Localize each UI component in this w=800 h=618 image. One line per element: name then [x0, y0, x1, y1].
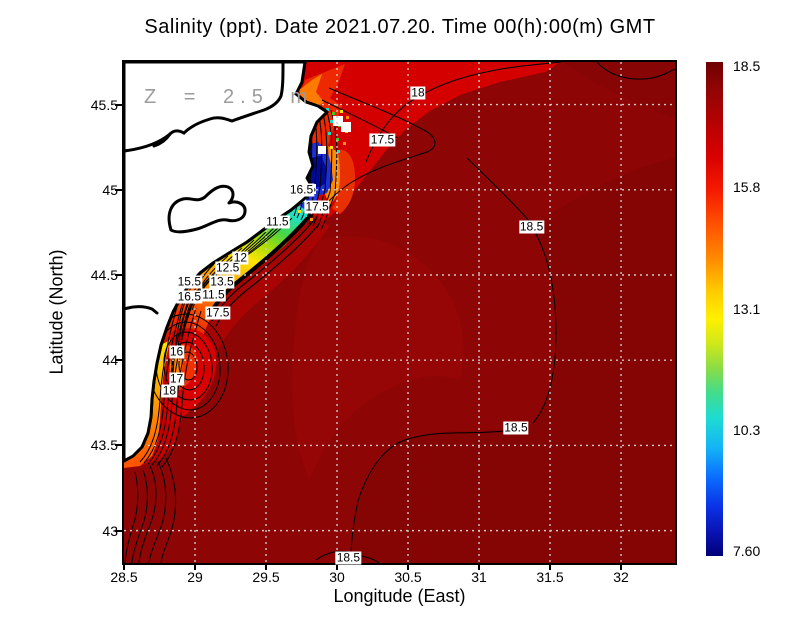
y-axis-title: Latitude (North): [46, 249, 67, 375]
contour-label: 11.5: [201, 287, 226, 302]
x-tick-label: 31: [471, 569, 487, 585]
x-tick-label: 29: [187, 569, 203, 585]
contour-label: 15.5: [176, 274, 202, 289]
x-tick-mark: [549, 564, 552, 570]
x-tick-mark: [478, 564, 481, 570]
contour-label: 18.5: [518, 219, 545, 234]
x-tick-label: 32: [613, 569, 629, 585]
colorbar-tick-label: 7.60: [733, 543, 761, 559]
x-axis-title: Longitude (East): [333, 586, 466, 606]
contour-label: 18.5: [335, 550, 362, 565]
contour-label: 17.5: [205, 305, 231, 319]
contour-label: 17.5: [369, 132, 396, 147]
map-canvas: [124, 62, 675, 563]
y-tick-label: 45.5: [90, 96, 118, 113]
depth-annotation: Z = 2.5 m: [144, 86, 314, 108]
x-tick-mark: [620, 564, 623, 570]
x-tick-label: 30: [329, 569, 345, 585]
contour-label: 11.5: [265, 214, 290, 229]
y-tick-mark: [115, 444, 122, 447]
page-title: Salinity (ppt). Date 2021.07.20. Time 00…: [144, 16, 656, 38]
map-plot-area: Z = 2.5 m: [122, 60, 677, 565]
contour-label: 18: [410, 85, 426, 100]
contour-label: 16.5: [176, 289, 202, 304]
contour-label: 13.5: [209, 274, 235, 289]
contour-label: 18.5: [503, 420, 529, 435]
contour-label: 18: [161, 383, 178, 398]
contour-label: 16.5: [288, 182, 315, 197]
contour-label: 12: [232, 250, 249, 265]
contour-label: 17: [168, 371, 185, 386]
colorbar-tick-label: 13.1: [733, 300, 761, 317]
contour-label: 12.5: [214, 260, 241, 275]
x-tick-mark: [336, 564, 338, 570]
contour-label: 17.5: [304, 199, 330, 214]
coastline: [124, 62, 329, 463]
x-tick-mark: [194, 564, 196, 570]
y-tick-label: 43: [102, 522, 118, 539]
x-tick-mark: [407, 564, 410, 570]
colorbar-tick-label: 15.8: [733, 179, 761, 196]
x-tick-label: 29.5: [252, 569, 280, 585]
y-tick-label: 44.5: [90, 267, 118, 283]
x-tick-mark: [265, 564, 267, 570]
y-tick-mark: [115, 274, 122, 276]
river-branches: [124, 62, 285, 315]
colorbar-tick-label: 10.3: [733, 421, 761, 438]
y-tick-label: 45: [102, 181, 118, 198]
y-tick-label: 43.5: [90, 437, 118, 454]
colorbar-tick-label: 18.5: [733, 58, 761, 74]
x-tick-label: 30.5: [394, 569, 422, 585]
x-tick-mark: [123, 564, 125, 570]
y-tick-mark: [115, 359, 122, 362]
y-tick-label: 44: [102, 352, 118, 369]
y-tick-mark: [115, 188, 122, 191]
colorbar: [706, 62, 723, 556]
x-tick-label: 31.5: [536, 569, 564, 585]
x-tick-label: 28.5: [110, 569, 138, 585]
contour-label: 16: [168, 344, 185, 359]
y-tick-mark: [115, 103, 122, 106]
y-tick-mark: [115, 529, 122, 532]
delta-lobe: [167, 184, 247, 234]
